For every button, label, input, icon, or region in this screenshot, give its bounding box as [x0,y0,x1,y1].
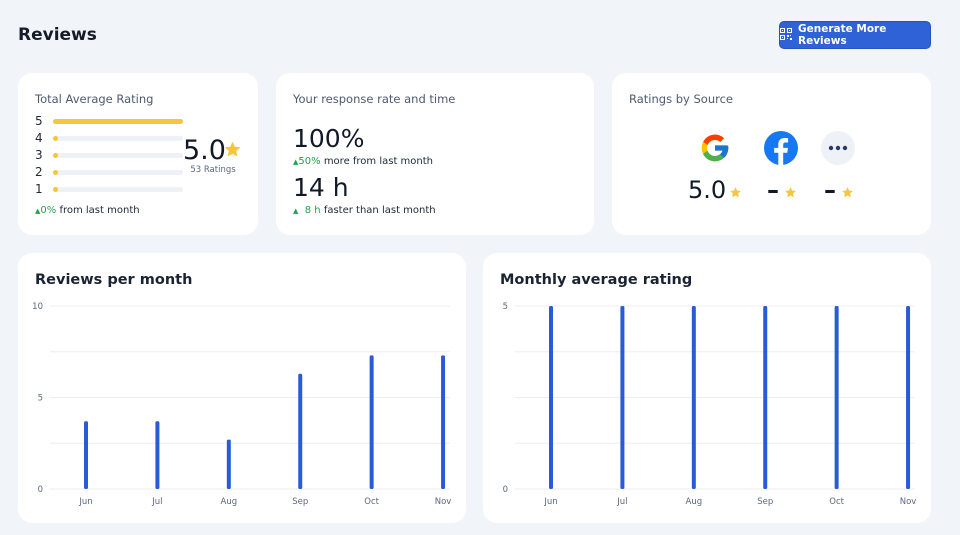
x-tick-label: Jul [616,497,627,507]
rating-row-label: 4 [35,131,43,145]
x-tick-label: Jun [78,497,92,507]
rating-row-4: 4 [35,131,183,145]
more-icon[interactable] [821,131,855,165]
reviews-per-month-chart: 0 5 10 Jun Jul Aug Sep Oct Nov [32,302,452,507]
generate-button-label: Generate More Reviews [798,23,887,47]
response-time-delta-text: faster than last month [323,205,436,216]
star-icon [841,184,854,203]
bar-jul[interactable] [155,421,160,489]
facebook-icon[interactable] [764,131,798,165]
rating-row-track [53,186,183,192]
up-arrow-icon: ▲ [35,207,41,215]
x-tick-label: Aug [221,497,238,507]
rating-delta-text: from last month [59,205,140,216]
rating-row-fill [53,118,183,124]
rating-card-title: Total Average Rating [35,92,154,106]
x-tick-label: Jun [543,497,557,507]
bar-jul[interactable] [620,306,625,489]
up-arrow-icon: ▲ [293,158,299,166]
x-tick-label: Nov [900,497,917,507]
bar-sep[interactable] [763,306,768,489]
x-tick-label: Jul [151,497,162,507]
monthly-average-rating-card: Monthly average rating 0 5 Jun Jul Aug Sep Oct… [483,253,931,523]
rating-row-1: 1 [35,182,183,196]
rating-row-dot [53,186,58,192]
rating-row-track [53,169,183,175]
ratings-by-source-card: Ratings by Source 5.0 – – [612,73,931,235]
response-time-delta-value: 8 h [304,205,321,216]
rating-row-dot [53,152,58,158]
bar-sep[interactable] [298,373,303,489]
bar-aug[interactable] [226,439,231,489]
response-time-value: 14 h [293,173,349,202]
y-tick-label: 0 [38,485,43,495]
other-rating-value: – [824,176,836,204]
bar-oct[interactable] [834,306,839,489]
average-rating-value: 5.0 [183,135,226,166]
star-icon [729,184,742,203]
response-rate-delta-value: 50% [298,156,321,167]
chart-title: Reviews per month [35,272,193,288]
y-tick-label: 5 [503,302,508,312]
total-average-rating-card: Total Average Rating 5 4 3 2 1 5.0 53 Ra… [18,73,258,235]
x-tick-label: Oct [829,497,844,507]
up-arrow-icon: ▲ [293,207,299,215]
rating-row-track [53,118,183,124]
star-icon [223,140,242,163]
response-time-delta-line: ▲ 8 h faster than last month [293,205,436,216]
ratings-count: 53 Ratings [190,165,236,175]
bar-oct[interactable] [369,355,374,489]
y-tick-label: 0 [503,485,508,495]
rating-row-track [53,135,183,141]
rating-row-2: 2 [35,165,183,179]
rating-row-label: 1 [35,182,43,196]
star-icon [784,184,797,203]
response-rate-delta-line: ▲50% more from last month [293,156,433,167]
facebook-rating-value: – [767,176,779,204]
rating-row-label: 3 [35,148,43,162]
page-title: Reviews [18,25,97,45]
rating-row-track [53,152,183,158]
rating-row-3: 3 [35,148,183,162]
reviews-per-month-card: Reviews per month 0 5 10 Jun Jul Aug Sep Oct Nov [18,253,466,523]
bar-jun[interactable] [84,421,88,489]
chart-title: Monthly average rating [500,272,693,288]
x-tick-label: Nov [435,497,452,507]
rating-delta-line: ▲0% from last month [35,205,140,216]
rating-row-dot [53,169,58,175]
generate-more-reviews-button[interactable]: Generate More Reviews [779,21,931,49]
y-tick-label: 5 [38,394,43,404]
google-icon[interactable] [698,131,732,165]
bar-aug[interactable] [691,306,696,489]
response-rate-delta-text: more from last month [323,156,434,167]
x-tick-label: Aug [686,497,703,507]
x-tick-label: Sep [757,497,773,507]
monthly-average-rating-chart: 0 5 Jun Jul Aug Sep Oct Nov [503,302,917,507]
x-tick-label: Sep [292,497,308,507]
response-rate-card: Your response rate and time 100% ▲50% mo… [276,73,594,235]
rating-row-label: 2 [35,165,43,179]
google-rating-value: 5.0 [688,176,727,204]
qr-code-icon [780,27,792,43]
rating-delta-value: 0% [40,205,57,216]
bar-nov[interactable] [906,306,911,489]
response-card-title: Your response rate and time [293,92,456,106]
rating-row-5: 5 [35,114,183,128]
bar-jun[interactable] [549,306,553,489]
x-tick-label: Oct [364,497,379,507]
sources-card-title: Ratings by Source [629,92,733,106]
y-tick-label: 10 [32,302,43,312]
rating-row-dot [53,135,58,141]
bar-nov[interactable] [441,355,446,489]
rating-row-label: 5 [35,114,43,128]
response-rate-value: 100% [293,124,365,153]
